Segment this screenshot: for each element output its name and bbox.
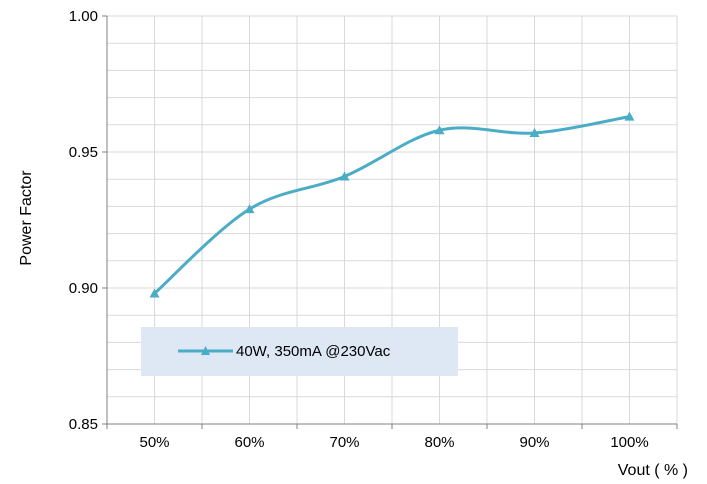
data-point-marker xyxy=(434,125,445,135)
y-tick-label: 0.95 xyxy=(69,144,98,161)
data-point-marker xyxy=(529,127,540,137)
x-tick-label: 50% xyxy=(139,434,169,451)
series-line xyxy=(153,115,630,295)
data-point-marker xyxy=(149,288,160,298)
x-tick-label: 100% xyxy=(610,434,648,451)
x-tick-label: 60% xyxy=(234,434,264,451)
y-tick-label: 0.90 xyxy=(69,280,98,297)
x-axis-title: Vout ( % ) xyxy=(618,462,688,479)
grid-lines xyxy=(107,15,678,424)
legend: 40W, 350mA @230Vac xyxy=(141,327,458,376)
legend-marker-triangle-icon xyxy=(201,346,210,355)
y-axis-title: Power Factor xyxy=(18,170,35,266)
axes xyxy=(102,15,678,429)
y-tick-label: 0.85 xyxy=(69,416,98,433)
data-point-marker xyxy=(244,204,255,214)
x-tick-label: 90% xyxy=(519,434,549,451)
series-layer xyxy=(149,111,635,298)
data-point-marker xyxy=(339,171,350,181)
x-tick-label: 80% xyxy=(424,434,454,451)
data-point-marker xyxy=(624,111,635,121)
y-tick-label: 1.00 xyxy=(69,8,98,25)
tick-labels: 0.85 0.90 0.95 1.00 50% 60% 70% 80% 90% 100% xyxy=(69,8,649,451)
x-tick-label: 70% xyxy=(329,434,359,451)
legend-series-label: 40W, 350mA @230Vac xyxy=(236,343,391,360)
